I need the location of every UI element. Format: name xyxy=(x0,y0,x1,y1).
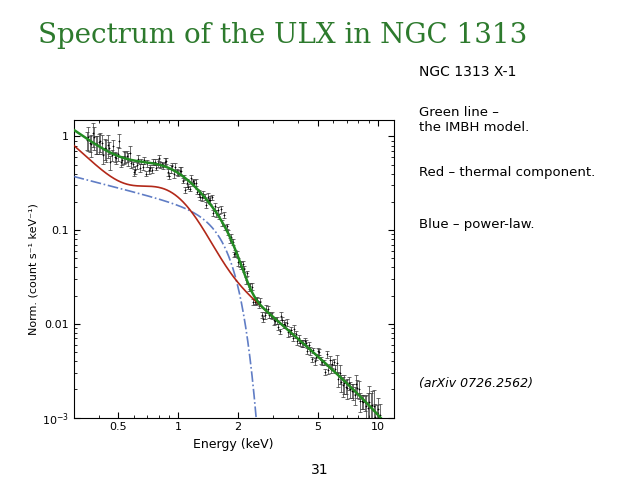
Text: Red – thermal component.: Red – thermal component. xyxy=(419,166,595,179)
Text: Blue – power-law.: Blue – power-law. xyxy=(419,218,534,231)
Text: 31: 31 xyxy=(311,463,329,477)
Text: Green line –
the IMBH model.: Green line – the IMBH model. xyxy=(419,106,529,133)
Text: (arXiv 0726.2562): (arXiv 0726.2562) xyxy=(419,377,533,390)
Y-axis label: Norm. (count s⁻¹ keV⁻¹): Norm. (count s⁻¹ keV⁻¹) xyxy=(29,203,39,335)
Text: Spectrum of the ULX in NGC 1313: Spectrum of the ULX in NGC 1313 xyxy=(38,22,527,48)
Text: NGC 1313 X-1: NGC 1313 X-1 xyxy=(419,65,516,79)
X-axis label: Energy (keV): Energy (keV) xyxy=(193,438,274,451)
